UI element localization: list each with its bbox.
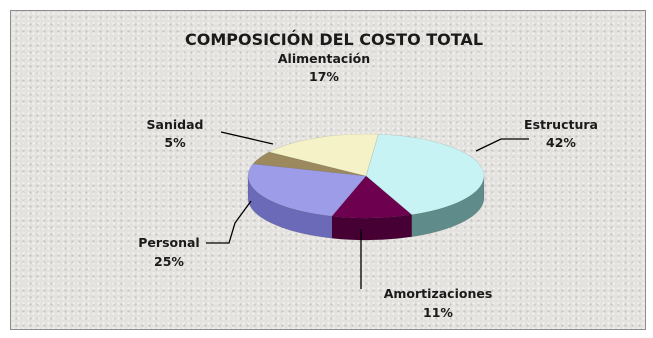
chart-area: COMPOSICIÓN DEL COSTO TOTAL Estructura 4… bbox=[10, 10, 646, 330]
label-amortizaciones-value: 11% bbox=[423, 305, 453, 320]
leader-line-sanidad bbox=[220, 131, 274, 145]
pie-slice-alimentación bbox=[268, 133, 379, 177]
pie-chart: COMPOSICIÓN DEL COSTO TOTAL Estructura 4… bbox=[138, 30, 598, 320]
pie-slice-personal bbox=[247, 163, 367, 217]
pie-3d bbox=[247, 133, 485, 241]
pie-side-amortizaciones bbox=[331, 214, 413, 241]
chart-title: COMPOSICIÓN DEL COSTO TOTAL bbox=[185, 30, 483, 49]
pie-slice-amortizaciones bbox=[331, 175, 413, 219]
pie-slice-estructura bbox=[365, 133, 485, 216]
label-sanidad-value: 5% bbox=[164, 135, 186, 150]
label-sanidad-name: Sanidad bbox=[147, 117, 204, 132]
label-alimentacion-value: 17% bbox=[309, 69, 339, 84]
label-alimentacion-name: Alimentación bbox=[278, 51, 370, 66]
pie-slice-sanidad bbox=[252, 151, 367, 177]
leader-line-estructura bbox=[475, 138, 529, 152]
label-amortizaciones-name: Amortizaciones bbox=[384, 286, 493, 301]
label-personal-name: Personal bbox=[138, 235, 199, 250]
label-personal-value: 25% bbox=[154, 254, 184, 269]
label-estructura-value: 42% bbox=[546, 135, 576, 150]
leader-line-personal bbox=[206, 200, 252, 244]
label-estructura-name: Estructura bbox=[524, 117, 598, 132]
